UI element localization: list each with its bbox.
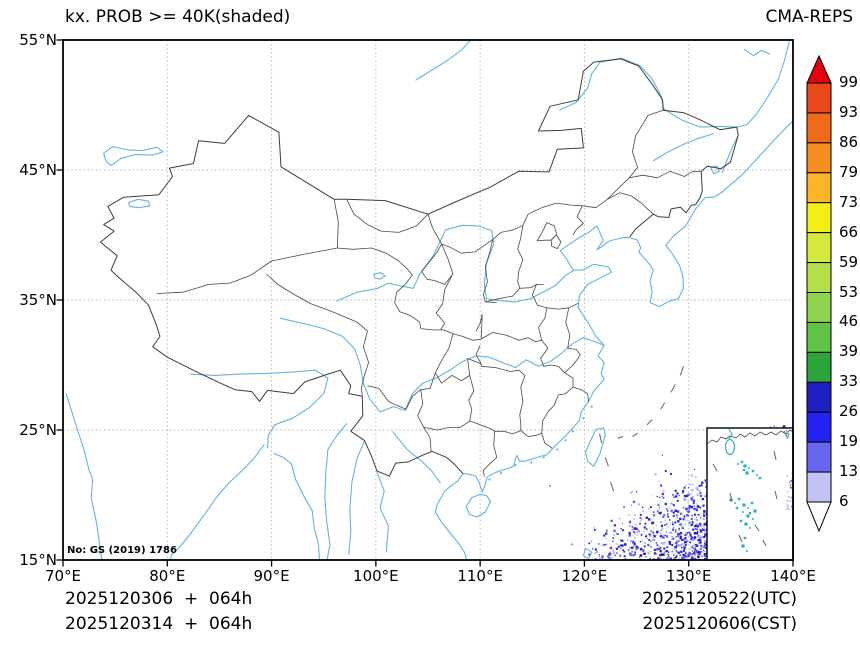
x-tick-label: 130°E [665, 567, 712, 585]
x-tick-label: 100°E [353, 567, 399, 585]
y-tick-label: 35°N [19, 291, 57, 309]
valid-time-cst: 2025120606(CST) [642, 614, 797, 634]
colorbar-tick-label: 6 [839, 492, 849, 510]
init-time-line-2: 2025120314 + 064h [65, 614, 253, 634]
y-tick-label: 45°N [19, 161, 57, 179]
colorbar-tick-label: 59 [839, 252, 859, 271]
x-tick-label: 120°E [561, 567, 608, 585]
init-time-line-1: 2025120306 + 064h [65, 589, 253, 609]
colorbar [806, 54, 832, 533]
coastline-river-lines [65, 40, 793, 560]
gridlines [63, 40, 793, 560]
south-china-sea-inset [706, 427, 794, 561]
x-tick-label: 90°E [253, 567, 290, 585]
nine-dash-line [599, 366, 685, 492]
axis-ticks [56, 39, 794, 567]
colorbar-tick-label: 33 [839, 372, 859, 391]
boundary-lines [100, 58, 739, 477]
x-tick-label: 70°E [44, 567, 82, 585]
colorbar-tick-label: 86 [839, 132, 859, 151]
colorbar-tick-label: 13 [839, 462, 859, 481]
y-tick-label: 25°N [19, 421, 57, 439]
plot-title: kx. PROB >= 40K(shaded) [65, 7, 291, 27]
y-tick-label: 15°N [19, 551, 57, 569]
model-title: CMA-REPS [765, 7, 853, 27]
x-tick-label: 140°E [770, 567, 816, 585]
x-tick-label: 80°E [149, 567, 186, 585]
x-tick-label: 110°E [457, 567, 503, 585]
colorbar-tick-label: 53 [839, 282, 859, 301]
y-tick-label: 55°N [19, 31, 57, 49]
chart-number-annotation: No: GS (2019) 1786 [67, 545, 177, 556]
colorbar-tick-label: 93 [839, 102, 859, 121]
valid-time-utc: 2025120522(UTC) [641, 589, 797, 609]
colorbar-tick-label: 26 [839, 402, 859, 421]
colorbar-tick-label: 99 [839, 73, 859, 91]
colorbar-tick-label: 79 [839, 162, 859, 181]
colorbar-tick-label: 73 [839, 192, 859, 211]
colorbar-tick-label: 39 [839, 342, 859, 361]
colorbar-tick-label: 66 [839, 222, 859, 241]
colorbar-tick-label: 19 [839, 432, 859, 451]
colorbar-tick-label: 46 [839, 312, 859, 331]
